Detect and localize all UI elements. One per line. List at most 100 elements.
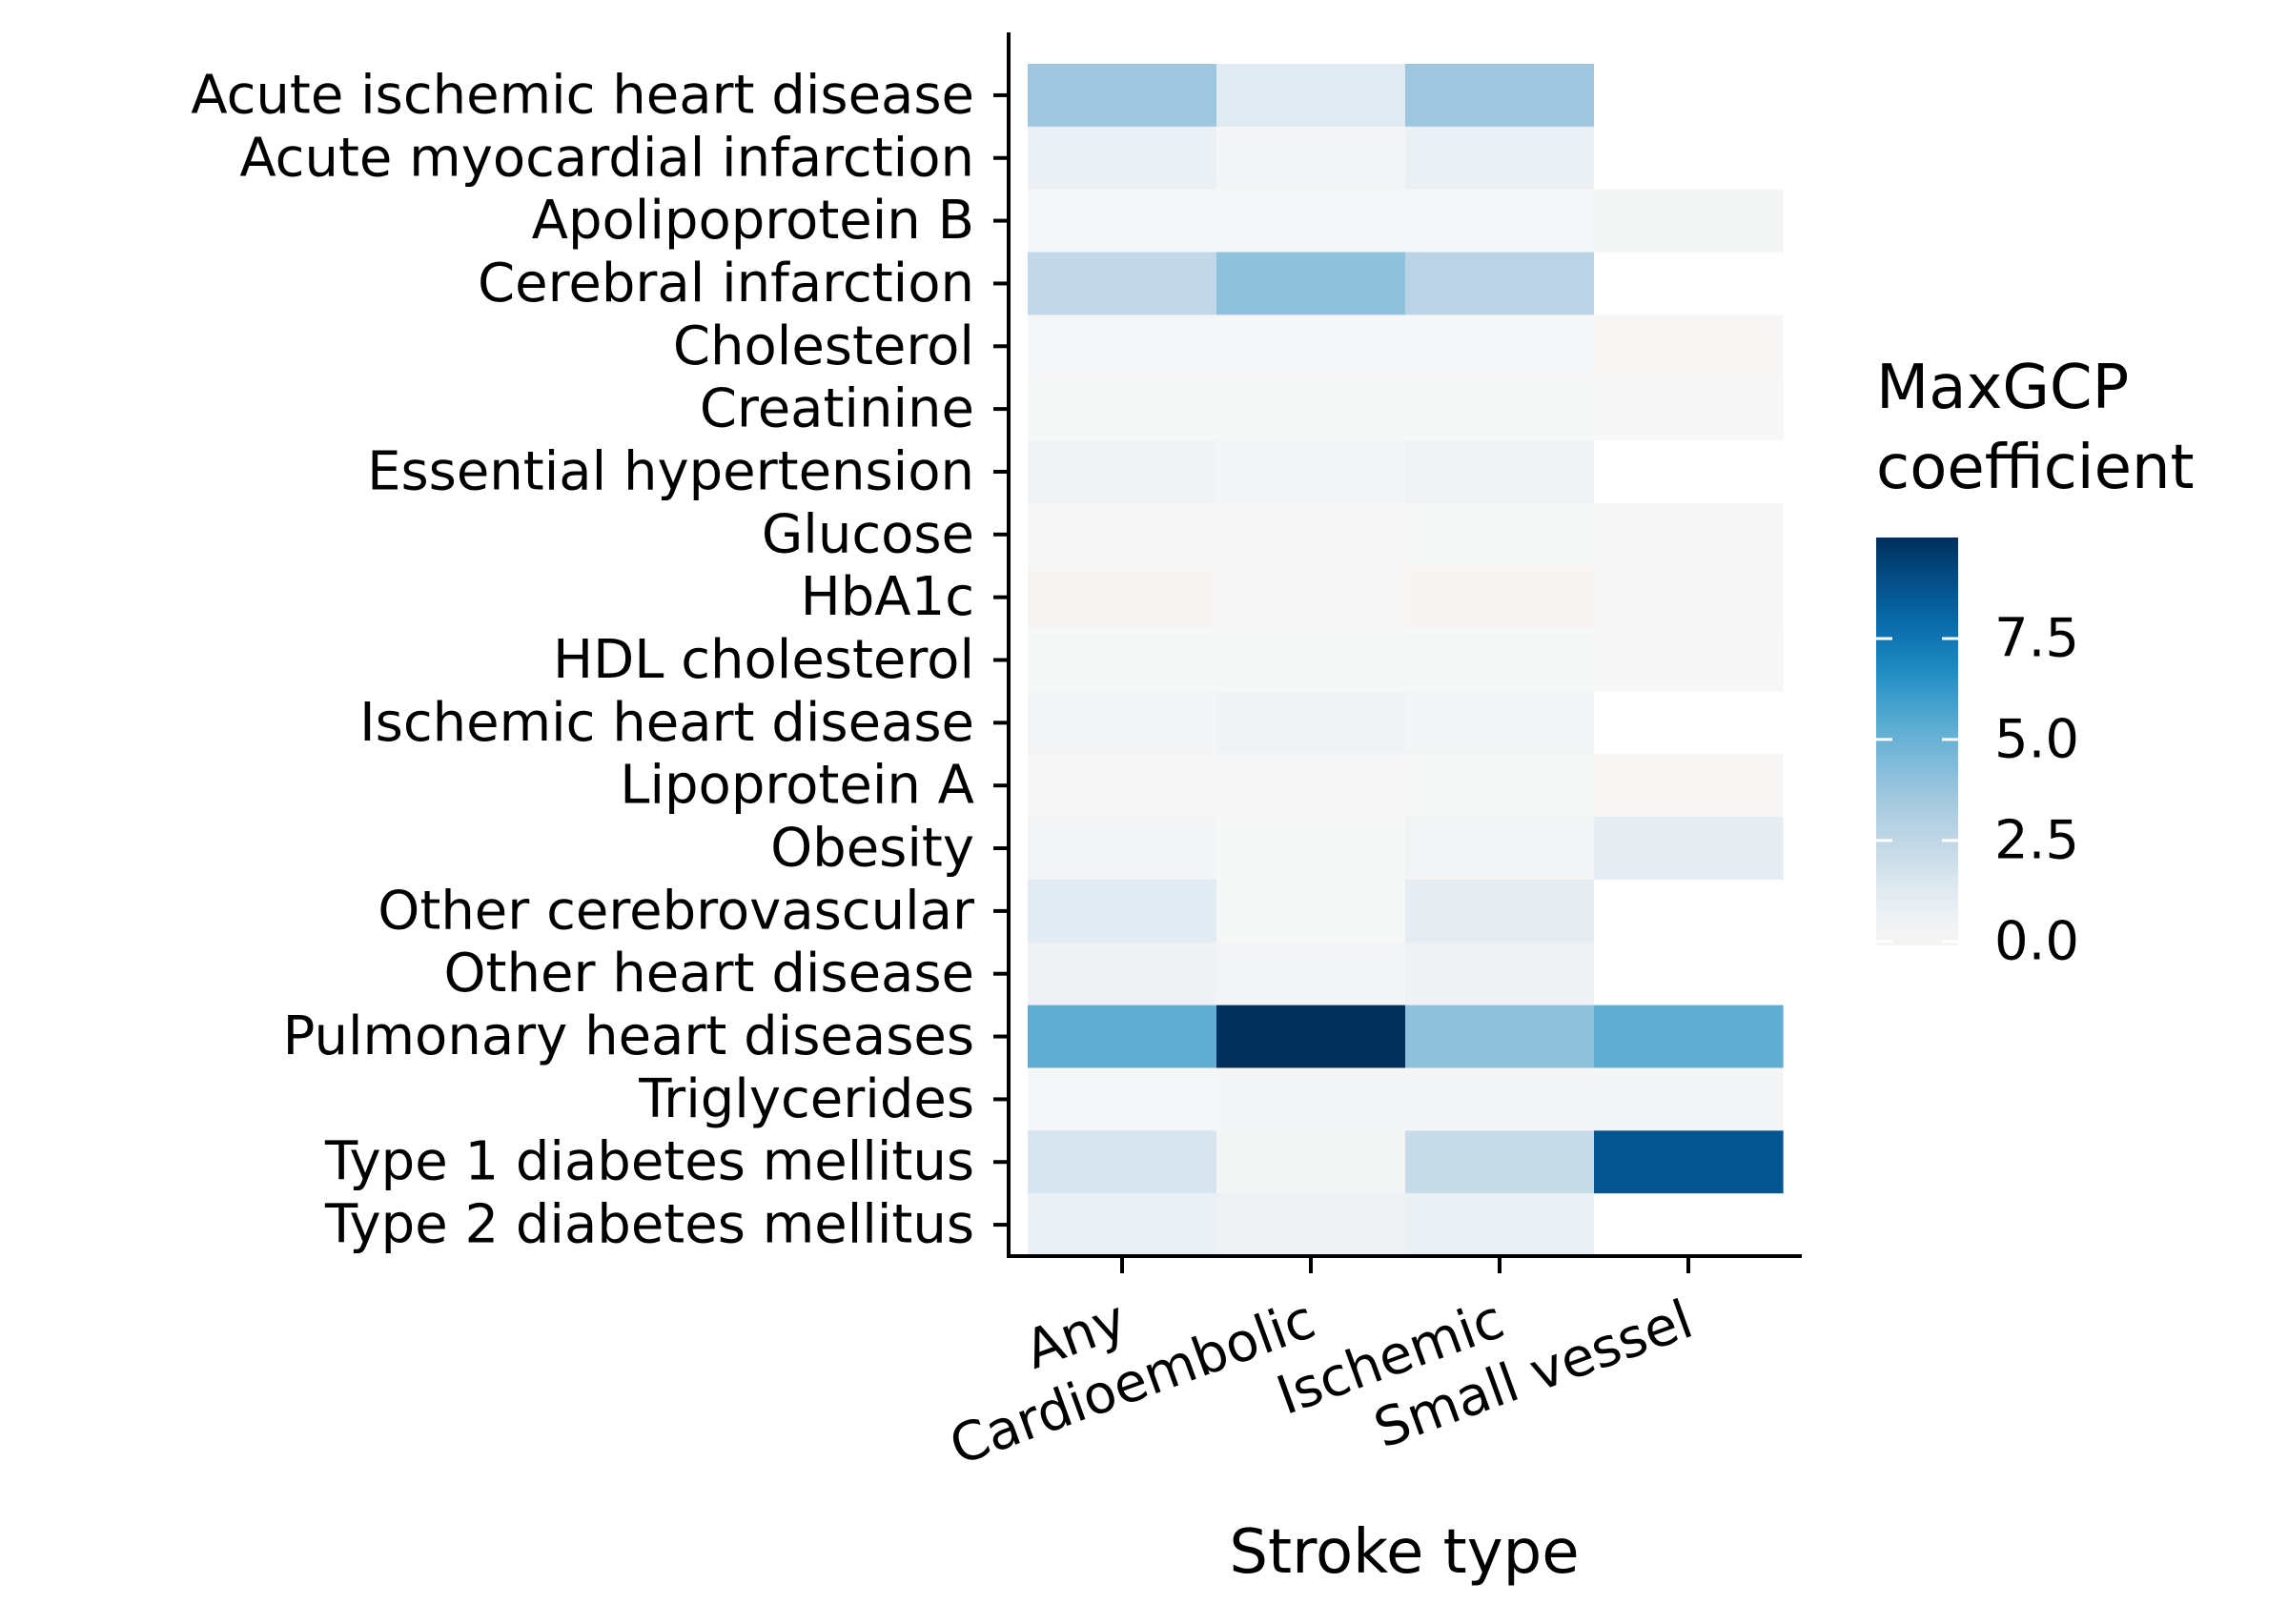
heatmap-cell-pulmonary-heart-diseases-small-vessel (1594, 1005, 1784, 1069)
legend-title-line-2: coefficient (1876, 433, 2195, 503)
heatmap-cell-other-heart-disease-ischemic (1405, 942, 1595, 1006)
heatmap-cell-obesity-any (1028, 817, 1217, 881)
heatmap-cell-triglycerides-ischemic (1405, 1067, 1595, 1131)
heatmap-cell-hba1c-cardioembolic (1216, 565, 1406, 630)
heatmap-cell-type-1-diabetes-mellitus-cardioembolic (1216, 1130, 1406, 1194)
y-tick-label: Pulmonary heart diseases (283, 1005, 974, 1067)
heatmap-cell-essential-hypertension-cardioembolic (1216, 440, 1406, 504)
heatmap-cell-cerebral-infarction-ischemic (1405, 252, 1595, 315)
heatmap-cell-cholesterol-ischemic (1405, 315, 1595, 378)
heatmap-cell-cholesterol-small-vessel (1594, 315, 1784, 378)
heatmap-cell-hba1c-small-vessel (1594, 565, 1784, 630)
heatmap-cell-type-2-diabetes-mellitus-small-vessel (1594, 1193, 1784, 1257)
heatmap-cell-acute-myocardial-infarction-small-vessel (1594, 126, 1784, 191)
heatmap-cell-obesity-ischemic (1405, 817, 1595, 881)
heatmap-cell-other-cerebrovascular-any (1028, 879, 1217, 944)
heatmap-cell-lipoprotein-a-ischemic (1405, 754, 1595, 818)
y-tick-label: Acute myocardial infarction (239, 127, 974, 189)
heatmap-cell-cholesterol-any (1028, 315, 1217, 378)
y-tick-label: Type 1 diabetes mellitus (324, 1131, 974, 1193)
legend: MaxGCP coefficient 0.0 2.5 5.0 7.5 (1876, 353, 2195, 972)
heatmap-cell-apolipoprotein-b-cardioembolic (1216, 189, 1406, 254)
heatmap-cells (1028, 64, 1784, 1257)
heatmap-cell-other-heart-disease-any (1028, 942, 1217, 1006)
legend-colorbar (1876, 538, 1958, 945)
y-tick-label: Cholesterol (673, 315, 974, 377)
heatmap-cell-other-heart-disease-cardioembolic (1216, 942, 1406, 1006)
heatmap-cell-obesity-cardioembolic (1216, 817, 1406, 881)
heatmap-cell-type-2-diabetes-mellitus-ischemic (1405, 1193, 1595, 1257)
y-tick-label: Lipoprotein A (620, 755, 974, 817)
heatmap-cell-cholesterol-cardioembolic (1216, 315, 1406, 378)
y-tick-label: Other heart disease (443, 943, 974, 1005)
heatmap-cell-type-1-diabetes-mellitus-any (1028, 1130, 1217, 1194)
heatmap-cell-acute-ischemic-heart-disease-cardioembolic (1216, 64, 1406, 128)
heatmap-cell-glucose-cardioembolic (1216, 502, 1406, 567)
legend-ticks: 0.0 2.5 5.0 7.5 (1876, 607, 2079, 972)
x-tick-label: Cardioembolic (942, 1289, 1323, 1477)
heatmap-cell-ischemic-heart-disease-ischemic (1405, 691, 1595, 755)
legend-title-line-1: MaxGCP (1876, 353, 2129, 423)
heatmap-cell-apolipoprotein-b-ischemic (1405, 189, 1595, 254)
heatmap-cell-creatinine-any (1028, 377, 1217, 441)
heatmap-cell-hba1c-ischemic (1405, 565, 1595, 630)
heatmap-cell-acute-myocardial-infarction-any (1028, 126, 1217, 191)
heatmap-cell-creatinine-cardioembolic (1216, 377, 1406, 441)
heatmap-cell-apolipoprotein-b-any (1028, 189, 1217, 254)
x-axis-title: Stroke type (1229, 1517, 1579, 1588)
heatmap-cell-cerebral-infarction-any (1028, 252, 1217, 315)
heatmap-cell-lipoprotein-a-small-vessel (1594, 754, 1784, 818)
heatmap-cell-obesity-small-vessel (1594, 817, 1784, 881)
heatmap-cell-acute-ischemic-heart-disease-ischemic (1405, 64, 1595, 128)
y-tick-label: HDL cholesterol (553, 629, 974, 691)
legend-tick-label: 2.5 (1994, 809, 2079, 871)
legend-tick-label: 7.5 (1994, 607, 2079, 669)
y-tick-label: Type 2 diabetes mellitus (324, 1194, 974, 1256)
heatmap-cell-other-cerebrovascular-ischemic (1405, 879, 1595, 944)
y-tick-label: Obesity (770, 818, 974, 880)
y-tick-label: Apolipoprotein B (532, 190, 974, 252)
heatmap-cell-essential-hypertension-small-vessel (1594, 440, 1784, 504)
heatmap-cell-essential-hypertension-ischemic (1405, 440, 1595, 504)
heatmap-cell-acute-ischemic-heart-disease-small-vessel (1594, 64, 1784, 128)
heatmap-cell-other-cerebrovascular-cardioembolic (1216, 879, 1406, 944)
heatmap-cell-triglycerides-cardioembolic (1216, 1067, 1406, 1131)
heatmap-cell-creatinine-ischemic (1405, 377, 1595, 441)
heatmap-cell-acute-myocardial-infarction-cardioembolic (1216, 126, 1406, 191)
heatmap-cell-type-1-diabetes-mellitus-small-vessel (1594, 1130, 1784, 1194)
y-tick-label: Essential hypertension (367, 440, 974, 502)
heatmap-cell-hdl-cholesterol-any (1028, 628, 1217, 693)
y-tick-label: Other cerebrovascular (378, 880, 975, 942)
heatmap-cell-triglycerides-any (1028, 1067, 1217, 1131)
legend-tick-label: 5.0 (1994, 708, 2079, 770)
y-tick-label: Acute ischemic heart disease (191, 64, 974, 126)
y-tick-label: Glucose (762, 503, 974, 565)
y-tick-label: Creatinine (700, 378, 974, 440)
heatmap-cell-triglycerides-small-vessel (1594, 1067, 1784, 1131)
heatmap-cell-ischemic-heart-disease-small-vessel (1594, 691, 1784, 755)
heatmap-cell-other-cerebrovascular-small-vessel (1594, 879, 1784, 944)
heatmap-cell-type-2-diabetes-mellitus-cardioembolic (1216, 1193, 1406, 1257)
heatmap-cell-essential-hypertension-any (1028, 440, 1217, 504)
y-tick-label: HbA1c (801, 566, 974, 628)
heatmap-cell-hba1c-any (1028, 565, 1217, 630)
heatmap-cell-ischemic-heart-disease-cardioembolic (1216, 691, 1406, 755)
heatmap-cell-cerebral-infarction-small-vessel (1594, 252, 1784, 315)
heatmap-cell-type-2-diabetes-mellitus-any (1028, 1193, 1217, 1257)
y-tick-label: Triglycerides (638, 1068, 974, 1130)
heatmap-cell-hdl-cholesterol-small-vessel (1594, 628, 1784, 693)
heatmap-cell-apolipoprotein-b-small-vessel (1594, 189, 1784, 254)
heatmap-cell-type-1-diabetes-mellitus-ischemic (1405, 1130, 1595, 1194)
heatmap-cell-other-heart-disease-small-vessel (1594, 942, 1784, 1006)
heatmap-cell-hdl-cholesterol-ischemic (1405, 628, 1595, 693)
heatmap-cell-creatinine-small-vessel (1594, 377, 1784, 441)
heatmap-cell-glucose-small-vessel (1594, 502, 1784, 567)
heatmap-axes (1007, 32, 1802, 1258)
heatmap-cell-lipoprotein-a-any (1028, 754, 1217, 818)
heatmap-cell-pulmonary-heart-diseases-cardioembolic (1216, 1005, 1406, 1069)
y-tick-label: Ischemic heart disease (359, 692, 974, 754)
